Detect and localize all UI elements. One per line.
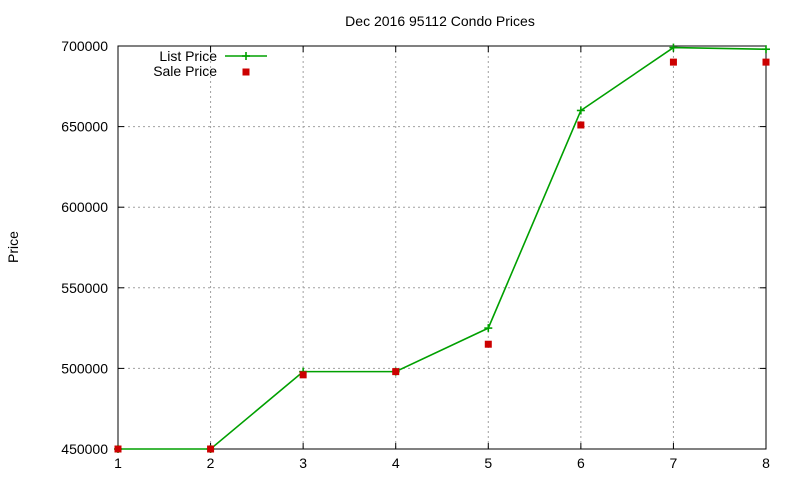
- x-tick-label: 5: [484, 455, 492, 471]
- y-tick-label: 500000: [61, 360, 108, 376]
- x-tick-label: 7: [670, 455, 678, 471]
- list-price-point: [762, 45, 770, 54]
- x-tick-label: 2: [207, 455, 215, 471]
- x-tick-label: 1: [114, 455, 122, 471]
- legend-swatch-list-price: [225, 52, 267, 60]
- grid-lines: [118, 46, 766, 449]
- sale-price-point: [762, 58, 770, 66]
- sale-price-point: [114, 445, 122, 453]
- y-tick-label: 600000: [61, 199, 108, 215]
- legend-label-sale-price: Sale Price: [153, 63, 217, 79]
- legend-label-list-price: List Price: [159, 48, 217, 64]
- sale-price-point: [484, 340, 492, 348]
- y-tick-label: 450000: [61, 441, 108, 457]
- chart-title: Dec 2016 95112 Condo Prices: [345, 13, 535, 29]
- y-tick-label: 700000: [61, 38, 108, 54]
- series-layer: [114, 43, 770, 453]
- plot-frame: [117, 45, 767, 450]
- axis-ticks: 1 2 3 4 5 6 7 8 450000 500000 550000 600000 650000 70…: [61, 38, 770, 471]
- x-tick-label: 3: [299, 455, 307, 471]
- list-price-line: [118, 46, 767, 450]
- x-tick-label: 8: [762, 455, 770, 471]
- sale-price-point: [207, 445, 215, 453]
- sale-price-point: [299, 371, 307, 379]
- sale-price-point: [669, 58, 677, 66]
- list-price-point: [669, 43, 678, 52]
- list-price-point: [484, 324, 493, 333]
- legend-swatch-sale-price: [242, 68, 250, 76]
- y-tick-label: 550000: [61, 280, 108, 296]
- x-tick-label: 6: [577, 455, 585, 471]
- sale-price-point: [577, 121, 585, 129]
- sale-price-point: [392, 368, 400, 376]
- x-tick-label: 4: [392, 455, 400, 471]
- y-axis-label: Price: [5, 231, 21, 263]
- list-price-point: [576, 106, 585, 115]
- y-tick-label: 650000: [61, 119, 108, 135]
